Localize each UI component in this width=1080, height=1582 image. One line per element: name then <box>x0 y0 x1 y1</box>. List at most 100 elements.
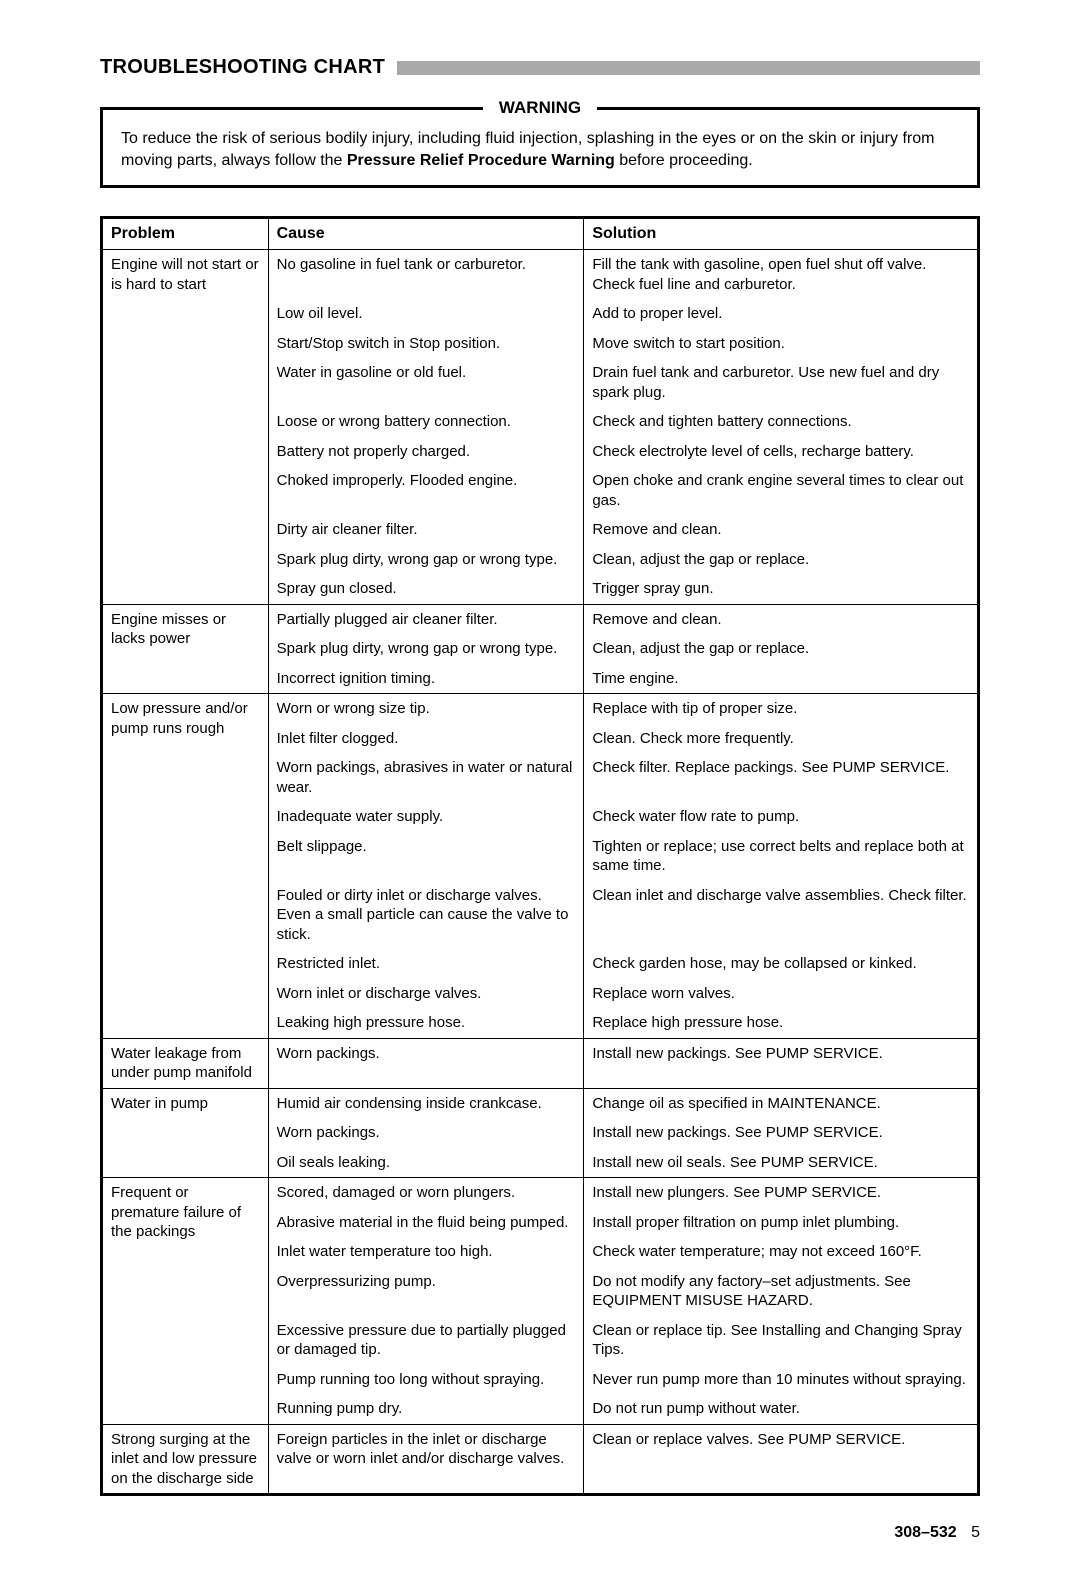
solution-cell: Change oil as specified in MAINTENANCE. <box>584 1088 979 1118</box>
solution-cell: Tighten or replace; use correct belts an… <box>584 832 979 881</box>
table-header-row: Problem Cause Solution <box>102 218 979 250</box>
warning-text: To reduce the risk of serious bodily inj… <box>121 128 959 171</box>
cause-cell: Worn packings, abrasives in water or nat… <box>268 753 584 802</box>
title-divider <box>397 61 980 75</box>
solution-cell: Clean, adjust the gap or replace. <box>584 545 979 575</box>
page-title: TROUBLESHOOTING CHART <box>100 56 385 79</box>
cause-cell: Fouled or dirty inlet or discharge valve… <box>268 881 584 950</box>
problem-cell: Water leakage from under pump manifold <box>102 1038 269 1088</box>
solution-cell: Check water flow rate to pump. <box>584 802 979 832</box>
cause-cell: Belt slippage. <box>268 832 584 881</box>
table-row: Water leakage from under pump manifoldWo… <box>102 1038 979 1088</box>
cause-cell: Worn or wrong size tip. <box>268 694 584 724</box>
solution-cell: Install new oil seals. See PUMP SERVICE. <box>584 1148 979 1178</box>
problem-cell: Low pressure and/or pump runs rough <box>102 694 269 1039</box>
cause-cell: Spark plug dirty, wrong gap or wrong typ… <box>268 634 584 664</box>
cause-cell: Low oil level. <box>268 299 584 329</box>
title-row: TROUBLESHOOTING CHART <box>100 56 980 79</box>
cause-cell: Pump running too long without spraying. <box>268 1365 584 1395</box>
cause-cell: Leaking high pressure hose. <box>268 1008 584 1038</box>
cause-cell: Partially plugged air cleaner filter. <box>268 604 584 634</box>
cause-cell: Humid air condensing inside crankcase. <box>268 1088 584 1118</box>
cause-cell: Spray gun closed. <box>268 574 584 604</box>
solution-cell: Clean or replace tip. See Installing and… <box>584 1316 979 1365</box>
header-problem: Problem <box>102 218 269 250</box>
solution-cell: Clean or replace valves. See PUMP SERVIC… <box>584 1424 979 1495</box>
problem-cell: Engine misses or lacks power <box>102 604 269 694</box>
solution-cell: Trigger spray gun. <box>584 574 979 604</box>
cause-cell: Foreign particles in the inlet or discha… <box>268 1424 584 1495</box>
solution-cell: Do not modify any factory–set adjustment… <box>584 1267 979 1316</box>
solution-cell: Check electrolyte level of cells, rechar… <box>584 437 979 467</box>
solution-cell: Check filter. Replace packings. See PUMP… <box>584 753 979 802</box>
footer: 308–532 5 <box>100 1524 980 1542</box>
cause-cell: Spark plug dirty, wrong gap or wrong typ… <box>268 545 584 575</box>
cause-cell: Running pump dry. <box>268 1394 584 1424</box>
solution-cell: Fill the tank with gasoline, open fuel s… <box>584 250 979 300</box>
cause-cell: Restricted inlet. <box>268 949 584 979</box>
solution-cell: Check garden hose, may be collapsed or k… <box>584 949 979 979</box>
cause-cell: Water in gasoline or old fuel. <box>268 358 584 407</box>
solution-cell: Never run pump more than 10 minutes with… <box>584 1365 979 1395</box>
solution-cell: Time engine. <box>584 664 979 694</box>
cause-cell: Dirty air cleaner filter. <box>268 515 584 545</box>
page: TROUBLESHOOTING CHART WARNING To reduce … <box>0 0 1080 1582</box>
warning-box: WARNING To reduce the risk of serious bo… <box>100 107 980 188</box>
solution-cell: Install proper filtration on pump inlet … <box>584 1208 979 1238</box>
troubleshooting-table: Problem Cause Solution Engine will not s… <box>100 216 980 1496</box>
table-row: Water in pumpHumid air condensing inside… <box>102 1088 979 1118</box>
solution-cell: Install new plungers. See PUMP SERVICE. <box>584 1178 979 1208</box>
cause-cell: Worn packings. <box>268 1038 584 1088</box>
warning-post: before proceeding. <box>615 152 753 169</box>
page-number: 5 <box>971 1524 980 1541</box>
cause-cell: Scored, damaged or worn plungers. <box>268 1178 584 1208</box>
solution-cell: Clean, adjust the gap or replace. <box>584 634 979 664</box>
solution-cell: Remove and clean. <box>584 515 979 545</box>
solution-cell: Add to proper level. <box>584 299 979 329</box>
problem-cell: Frequent or premature failure of the pac… <box>102 1178 269 1425</box>
warning-bold: Pressure Relief Procedure Warning <box>347 152 615 169</box>
cause-cell: No gasoline in fuel tank or carburetor. <box>268 250 584 300</box>
cause-cell: Abrasive material in the fluid being pum… <box>268 1208 584 1238</box>
solution-cell: Clean inlet and discharge valve assembli… <box>584 881 979 950</box>
cause-cell: Battery not properly charged. <box>268 437 584 467</box>
cause-cell: Oil seals leaking. <box>268 1148 584 1178</box>
cause-cell: Loose or wrong battery connection. <box>268 407 584 437</box>
cause-cell: Choked improperly. Flooded engine. <box>268 466 584 515</box>
solution-cell: Replace worn valves. <box>584 979 979 1009</box>
cause-cell: Inlet filter clogged. <box>268 724 584 754</box>
problem-cell: Engine will not start or is hard to star… <box>102 250 269 605</box>
solution-cell: Do not run pump without water. <box>584 1394 979 1424</box>
solution-cell: Check and tighten battery connections. <box>584 407 979 437</box>
cause-cell: Inlet water temperature too high. <box>268 1237 584 1267</box>
solution-cell: Drain fuel tank and carburetor. Use new … <box>584 358 979 407</box>
header-solution: Solution <box>584 218 979 250</box>
table-row: Engine misses or lacks powerPartially pl… <box>102 604 979 634</box>
table-row: Strong surging at the inlet and low pres… <box>102 1424 979 1495</box>
problem-cell: Strong surging at the inlet and low pres… <box>102 1424 269 1495</box>
solution-cell: Open choke and crank engine several time… <box>584 466 979 515</box>
solution-cell: Replace with tip of proper size. <box>584 694 979 724</box>
table-row: Engine will not start or is hard to star… <box>102 250 979 300</box>
solution-cell: Install new packings. See PUMP SERVICE. <box>584 1118 979 1148</box>
solution-cell: Move switch to start position. <box>584 329 979 359</box>
cause-cell: Start/Stop switch in Stop position. <box>268 329 584 359</box>
warning-label: WARNING <box>483 98 597 118</box>
table-row: Low pressure and/or pump runs roughWorn … <box>102 694 979 724</box>
solution-cell: Check water temperature; may not exceed … <box>584 1237 979 1267</box>
cause-cell: Incorrect ignition timing. <box>268 664 584 694</box>
cause-cell: Worn packings. <box>268 1118 584 1148</box>
doc-number: 308–532 <box>894 1524 956 1541</box>
solution-cell: Replace high pressure hose. <box>584 1008 979 1038</box>
problem-cell: Water in pump <box>102 1088 269 1178</box>
table-body: Engine will not start or is hard to star… <box>102 250 979 1495</box>
solution-cell: Remove and clean. <box>584 604 979 634</box>
solution-cell: Install new packings. See PUMP SERVICE. <box>584 1038 979 1088</box>
header-cause: Cause <box>268 218 584 250</box>
cause-cell: Excessive pressure due to partially plug… <box>268 1316 584 1365</box>
solution-cell: Clean. Check more frequently. <box>584 724 979 754</box>
table-row: Frequent or premature failure of the pac… <box>102 1178 979 1208</box>
cause-cell: Worn inlet or discharge valves. <box>268 979 584 1009</box>
cause-cell: Inadequate water supply. <box>268 802 584 832</box>
cause-cell: Overpressurizing pump. <box>268 1267 584 1316</box>
